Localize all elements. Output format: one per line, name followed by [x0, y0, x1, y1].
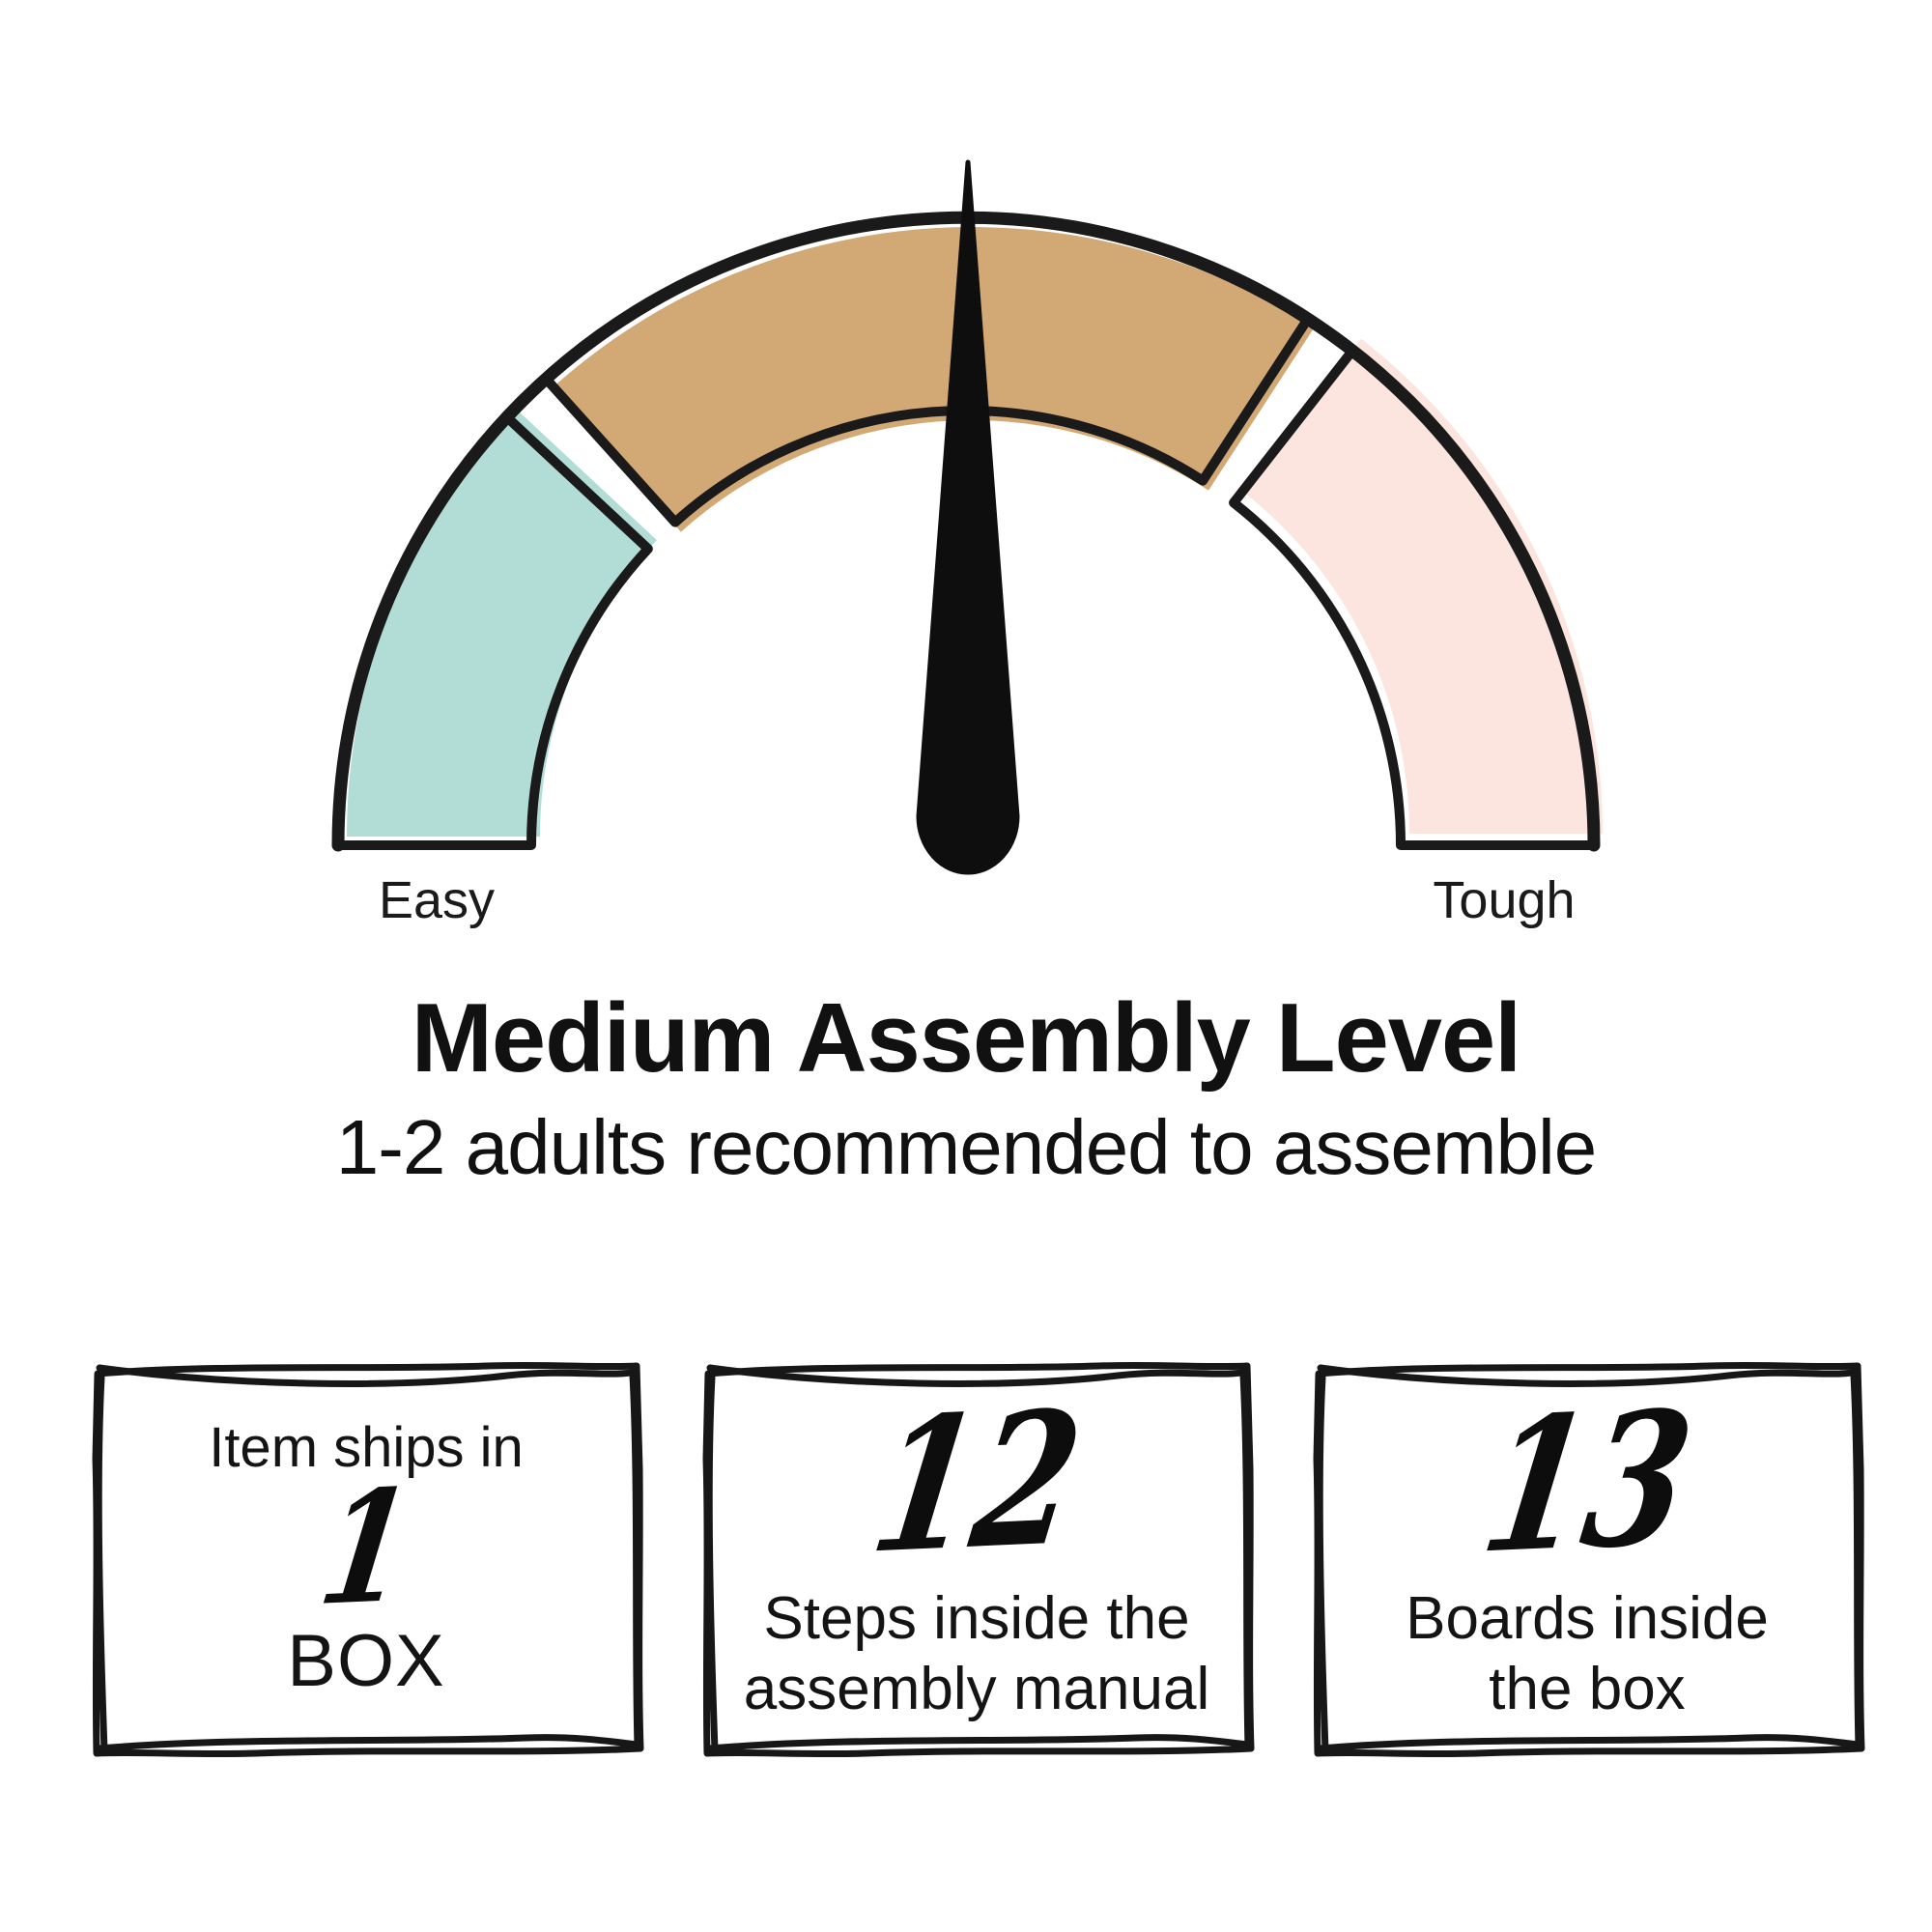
sketch-border-top-squiggle: [706, 1364, 1250, 1387]
sketch-border-bottom-squiggle: [706, 1734, 1251, 1752]
assembly-recommendation-subtitle: 1-2 adults recommended to assemble: [335, 1104, 1597, 1190]
box-count-number: 1: [310, 1454, 422, 1640]
boards-info-box: 13 Boards inside the box: [1303, 1352, 1871, 1766]
sketch-border-bottom-squiggle: [1317, 1734, 1861, 1752]
steps-label: Steps inside the assembly manual: [744, 1583, 1209, 1724]
sketch-border-rect: [92, 1361, 644, 1758]
gauge-needle: [916, 159, 1020, 875]
gauge-segment-medium-fill: [552, 227, 1314, 532]
assembly-level-title: Medium Assembly Level: [411, 984, 1521, 1093]
sketch-border-rect: [1313, 1361, 1865, 1758]
sketch-border-side-squiggles: [1316, 1372, 1862, 1754]
gauge-segment-easy: [333, 408, 657, 850]
steps-label-line1: Steps inside the: [763, 1584, 1190, 1652]
gauge-label-easy: Easy: [378, 871, 496, 929]
sketch-border: [92, 1361, 644, 1758]
boards-count-number: 13: [1470, 1370, 1704, 1595]
boards-content: 13 Boards inside the box: [1324, 1370, 1850, 1745]
sketch-border-top-squiggle: [96, 1364, 639, 1387]
sketch-border-top-squiggle: [1317, 1364, 1861, 1387]
info-boxes: Item ships in 1 BOX 12 Steps inside the …: [82, 1352, 1871, 1766]
box-word: BOX: [287, 1619, 445, 1702]
ships-in-content: Item ships in 1 BOX: [103, 1374, 629, 1745]
steps-info-box: 12 Steps inside the assembly manual: [693, 1352, 1261, 1766]
sketch-border-rect: [702, 1361, 1255, 1758]
sketch-border-side-squiggles: [705, 1372, 1252, 1754]
steps-label-line2: assembly manual: [743, 1655, 1210, 1722]
boards-label: Boards inside the box: [1406, 1583, 1769, 1724]
boards-label-line2: the box: [1489, 1655, 1686, 1722]
gauge-label-tough: Tough: [1433, 871, 1576, 929]
sketch-border-side-squiggles: [95, 1372, 641, 1754]
gauge-segment-tough-fill: [1242, 338, 1603, 834]
sketch-border: [702, 1361, 1255, 1758]
ships-in-info-box: Item ships in 1 BOX: [82, 1352, 650, 1766]
steps-count-number: 12: [860, 1370, 1094, 1595]
sketch-border: [1313, 1361, 1865, 1758]
boards-label-line1: Boards inside: [1406, 1584, 1769, 1652]
ships-in-label: Item ships in: [209, 1415, 524, 1479]
difficulty-gauge: [331, 159, 1603, 875]
steps-content: 12 Steps inside the assembly manual: [714, 1370, 1239, 1745]
sketch-border-bottom-squiggle: [96, 1734, 640, 1752]
gauge-segment-easy-fill: [347, 408, 657, 837]
